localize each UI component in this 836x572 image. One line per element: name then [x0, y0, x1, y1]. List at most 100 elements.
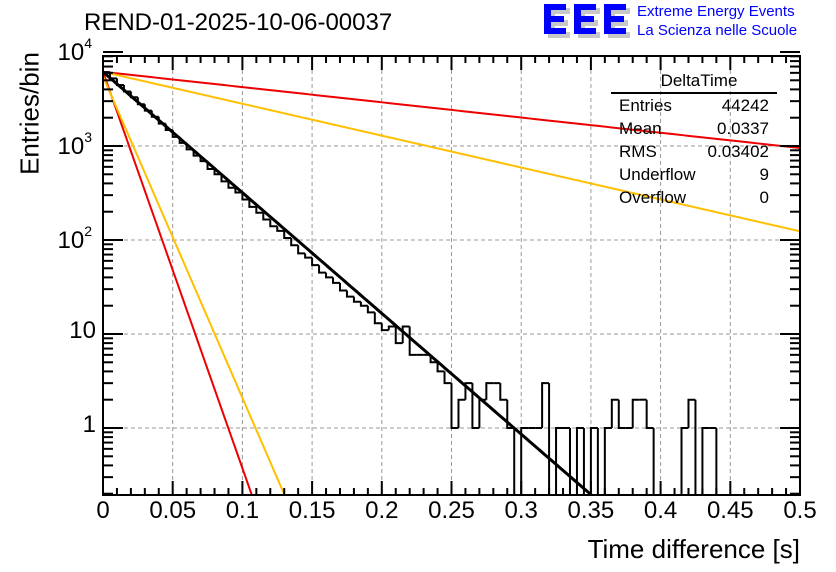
- stats-label: RMS: [619, 142, 657, 161]
- curve-red-shallow: [103, 70, 800, 150]
- x-axis-label: Time difference [s]: [587, 534, 800, 564]
- stats-box: DeltaTime Entries 44242 Mean 0.0337 RMS 0.0…: [611, 70, 777, 209]
- stats-label: Overflow: [619, 188, 687, 207]
- stats-value: 0.0337: [717, 119, 769, 138]
- histogram-bin: [645, 399, 654, 429]
- histogram-bin: [631, 398, 640, 428]
- histogram-bin: [541, 382, 550, 428]
- histogram-bin: [311, 257, 320, 267]
- histogram-bin: [401, 325, 410, 344]
- histogram-bin: [575, 427, 584, 495]
- histogram-bin: [457, 398, 466, 428]
- x-tick-label: 0.45: [706, 497, 754, 524]
- stats-value: 0: [759, 188, 769, 207]
- histogram-bin: [318, 265, 327, 274]
- grid-lines: [103, 56, 800, 495]
- curve-yellow-shallow: [103, 70, 800, 233]
- histogram-bin: [387, 325, 396, 331]
- histogram-bin: [241, 192, 250, 201]
- histogram-bin: [687, 398, 696, 428]
- histogram-bin: [680, 427, 689, 495]
- histogram-bin: [248, 199, 257, 208]
- stats-label: Entries: [619, 96, 672, 115]
- histogram-bin: [450, 383, 459, 429]
- x-tick-label: 0: [96, 497, 110, 524]
- histogram-bin: [464, 382, 473, 400]
- histogram-bin: [520, 427, 529, 495]
- y-tick-label: 104: [57, 35, 93, 66]
- histogram-bin: [297, 245, 306, 255]
- plot-frame: [102, 55, 801, 496]
- histogram-bin: [568, 428, 571, 495]
- stats-label: Underflow: [619, 165, 696, 184]
- chart-title: REND-01-2025-10-06-00037: [84, 9, 393, 36]
- curve-yellow-steep: [103, 76, 286, 495]
- stats-row-underflow: Underflow 9: [611, 163, 777, 186]
- histogram-bin: [359, 301, 368, 307]
- histogram-bin: [513, 428, 516, 495]
- histogram-bin: [290, 238, 299, 247]
- histogram-bin: [548, 383, 551, 495]
- stats-row-rms: RMS 0.03402: [611, 140, 777, 163]
- histogram-bin: [366, 305, 375, 314]
- histogram-bin: [262, 212, 271, 221]
- histogram-bin: [715, 428, 718, 495]
- histogram-bin: [603, 427, 612, 495]
- histogram-bin: [610, 398, 619, 428]
- histogram-bin: [352, 296, 361, 303]
- histogram-bin: [338, 282, 347, 292]
- histogram-bin: [617, 399, 626, 429]
- eee-logo-icon: [544, 4, 630, 38]
- y-tick-label: 10: [69, 317, 96, 344]
- curve-fit: [103, 70, 594, 495]
- histogram-bin: [380, 323, 389, 332]
- curve-red-steep: [103, 71, 253, 495]
- histogram-bin: [499, 383, 508, 401]
- x-tick-label: 0.05: [149, 497, 197, 524]
- histogram-bin: [332, 277, 340, 284]
- histogram-bin: [589, 427, 598, 495]
- y-tick-label: 1: [82, 411, 96, 438]
- histogram-bin: [304, 253, 313, 259]
- y-tick-label: 102: [57, 223, 93, 254]
- x-tick-label: 0.3: [504, 497, 538, 524]
- histogram-bin: [345, 290, 354, 298]
- stats-row-entries: Entries 44242: [611, 94, 777, 117]
- histogram-bin: [436, 362, 445, 373]
- histogram-bin: [652, 428, 655, 495]
- stats-value: 9: [759, 165, 769, 184]
- x-tick-label: 0.4: [643, 497, 678, 524]
- histogram-bin: [694, 399, 697, 495]
- logo-line-1: Extreme Energy Events: [637, 3, 795, 20]
- x-tick-label: 0.25: [428, 497, 475, 524]
- x-tick-label: 0.1: [225, 497, 260, 524]
- histogram-bin: [269, 219, 278, 228]
- histogram-bin: [582, 428, 585, 495]
- histogram-bin: [471, 383, 480, 429]
- stats-value: 44242: [721, 96, 769, 115]
- y-tick-label: 103: [57, 129, 93, 160]
- x-tick-label: 0.15: [288, 497, 336, 524]
- histogram-bin: [276, 226, 285, 232]
- histogram-bin: [701, 427, 710, 495]
- histogram-bin: [555, 427, 564, 495]
- histogram-bin: [485, 382, 494, 400]
- stats-value: 0.03402: [707, 142, 769, 161]
- x-tick-label: 0.2: [365, 497, 399, 524]
- histogram-bin: [283, 230, 292, 240]
- x-tick-label: 0.5: [783, 497, 817, 524]
- histogram-bin: [443, 371, 452, 385]
- histogram-bin: [325, 272, 334, 279]
- histogram-bin: [227, 181, 236, 189]
- fit-curves: [103, 70, 800, 495]
- x-tick-label: 0.35: [567, 497, 615, 524]
- stats-row-mean: Mean 0.0337: [611, 117, 777, 140]
- histogram-bin: [255, 206, 264, 214]
- histogram-bin: [220, 174, 229, 183]
- histogram-bin: [394, 326, 403, 345]
- histogram-bin: [596, 428, 599, 495]
- stats-title: DeltaTime: [611, 70, 777, 94]
- axis-ticks: [102, 51, 801, 495]
- stats-row-overflow: Overflow 0: [611, 186, 777, 209]
